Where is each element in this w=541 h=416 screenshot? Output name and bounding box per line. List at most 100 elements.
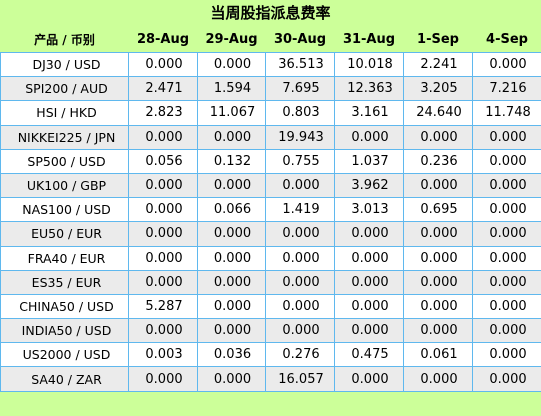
rate-value-cell: 0.000 bbox=[334, 124, 404, 150]
rate-value-cell: 0.132 bbox=[197, 148, 266, 174]
rate-value-cell: 0.000 bbox=[403, 245, 473, 271]
table-body: DJ30 / USD 0.000 0.000 36.513 10.018 2.241 0.0… bbox=[0, 51, 541, 392]
rate-value-cell: 5.287 bbox=[128, 293, 198, 320]
rate-value-cell: 0.000 bbox=[265, 293, 335, 320]
rate-value-cell: 0.000 bbox=[128, 197, 198, 223]
rate-value-cell: 0.000 bbox=[128, 366, 198, 392]
column-header-product: 产品 / 币别 bbox=[0, 27, 129, 53]
rate-value-cell: 0.000 bbox=[197, 293, 266, 320]
rate-value-cell: 0.695 bbox=[403, 197, 473, 223]
rate-value-cell: 0.000 bbox=[472, 197, 541, 223]
rate-value-cell: 7.216 bbox=[472, 76, 541, 102]
product-currency-cell: FRA40 / EUR bbox=[0, 245, 129, 271]
rate-value-cell: 0.236 bbox=[403, 148, 473, 174]
rate-value-cell: 0.000 bbox=[128, 318, 198, 344]
rate-value-cell: 0.755 bbox=[265, 148, 335, 174]
rate-value-cell: 0.000 bbox=[472, 245, 541, 271]
rate-value-cell: 0.000 bbox=[403, 221, 473, 247]
rate-value-cell: 0.000 bbox=[472, 342, 541, 368]
rate-value-cell: 0.000 bbox=[128, 51, 198, 78]
rate-value-cell: 0.000 bbox=[128, 269, 198, 295]
rate-value-cell: 0.000 bbox=[265, 221, 335, 247]
rate-value-cell: 24.640 bbox=[403, 100, 473, 126]
rate-value-cell: 0.000 bbox=[472, 51, 541, 78]
product-currency-cell: ES35 / EUR bbox=[0, 269, 129, 295]
rate-value-cell: 0.276 bbox=[265, 342, 335, 368]
table-row: US2000 / USD 0.003 0.036 0.276 0.475 0.061 0.0… bbox=[0, 342, 541, 368]
product-currency-cell: NIKKEI225 / JPN bbox=[0, 124, 129, 150]
table-title: 当周股指派息费率 bbox=[0, 0, 541, 27]
rate-value-cell: 0.000 bbox=[472, 269, 541, 295]
table-row: INDIA50 / USD 0.000 0.000 0.000 0.000 0.000 0.… bbox=[0, 318, 541, 344]
rate-value-cell: 1.419 bbox=[265, 197, 335, 223]
table-row: NAS100 / USD 0.000 0.066 1.419 3.013 0.695 0.0… bbox=[0, 197, 541, 223]
rate-value-cell: 0.000 bbox=[334, 269, 404, 295]
product-currency-cell: NAS100 / USD bbox=[0, 197, 129, 223]
rate-value-cell: 0.000 bbox=[472, 366, 541, 392]
rate-value-cell: 0.803 bbox=[265, 100, 335, 126]
rate-value-cell: 0.000 bbox=[128, 124, 198, 150]
rate-value-cell: 0.036 bbox=[197, 342, 266, 368]
table-row: EU50 / EUR 0.000 0.000 0.000 0.000 0.000 0.000 bbox=[0, 221, 541, 247]
rate-value-cell: 0.000 bbox=[403, 366, 473, 392]
rate-value-cell: 11.748 bbox=[472, 100, 541, 126]
rate-value-cell: 36.513 bbox=[265, 51, 335, 78]
rate-value-cell: 10.018 bbox=[334, 51, 404, 78]
rate-value-cell: 3.205 bbox=[403, 76, 473, 102]
product-currency-cell: US2000 / USD bbox=[0, 342, 129, 368]
rate-value-cell: 0.000 bbox=[265, 269, 335, 295]
rate-value-cell: 2.241 bbox=[403, 51, 473, 78]
rate-value-cell: 0.000 bbox=[403, 172, 473, 199]
rate-value-cell: 0.000 bbox=[197, 318, 266, 344]
rate-value-cell: 3.962 bbox=[334, 172, 404, 199]
column-header-date: 29-Aug bbox=[197, 27, 266, 53]
rate-value-cell: 0.000 bbox=[472, 318, 541, 344]
rate-value-cell: 0.066 bbox=[197, 197, 266, 223]
rate-value-cell: 3.013 bbox=[334, 197, 404, 223]
column-header-date: 4-Sep bbox=[472, 27, 541, 53]
rate-value-cell: 0.000 bbox=[334, 221, 404, 247]
rate-value-cell: 0.000 bbox=[334, 366, 404, 392]
product-currency-cell: SP500 / USD bbox=[0, 148, 129, 174]
product-currency-cell: SA40 / ZAR bbox=[0, 366, 129, 392]
dividend-rate-table: 产品 / 币别 28-Aug 29-Aug 30-Aug 31-Aug 1-Se… bbox=[0, 27, 541, 392]
rate-value-cell: 16.057 bbox=[265, 366, 335, 392]
rate-value-cell: 0.000 bbox=[265, 318, 335, 344]
rate-value-cell: 0.000 bbox=[403, 293, 473, 320]
table-row: ES35 / EUR 0.000 0.000 0.000 0.000 0.000 0.000 bbox=[0, 269, 541, 295]
column-header-date: 1-Sep bbox=[403, 27, 473, 53]
product-currency-cell: INDIA50 / USD bbox=[0, 318, 129, 344]
column-header-date: 31-Aug bbox=[334, 27, 404, 53]
table-row: CHINA50 / USD 5.287 0.000 0.000 0.000 0.000 0.… bbox=[0, 293, 541, 320]
rate-value-cell: 0.000 bbox=[197, 269, 266, 295]
rate-value-cell: 0.000 bbox=[197, 172, 266, 199]
rate-value-cell: 0.000 bbox=[472, 221, 541, 247]
rate-value-cell: 0.056 bbox=[128, 148, 198, 174]
product-currency-cell: DJ30 / USD bbox=[0, 51, 129, 78]
rate-value-cell: 0.475 bbox=[334, 342, 404, 368]
rate-value-cell: 0.000 bbox=[128, 245, 198, 271]
rate-value-cell: 0.000 bbox=[128, 221, 198, 247]
rate-value-cell: 0.000 bbox=[197, 366, 266, 392]
table-row: FRA40 / EUR 0.000 0.000 0.000 0.000 0.000 0.00… bbox=[0, 245, 541, 271]
column-header-date: 30-Aug bbox=[265, 27, 335, 53]
rate-value-cell: 1.594 bbox=[197, 76, 266, 102]
rate-value-cell: 0.000 bbox=[197, 51, 266, 78]
rate-value-cell: 11.067 bbox=[197, 100, 266, 126]
product-currency-cell: CHINA50 / USD bbox=[0, 293, 129, 320]
rate-value-cell: 0.003 bbox=[128, 342, 198, 368]
rate-value-cell: 0.000 bbox=[472, 124, 541, 150]
rate-value-cell: 7.695 bbox=[265, 76, 335, 102]
product-currency-cell: EU50 / EUR bbox=[0, 221, 129, 247]
rate-value-cell: 2.823 bbox=[128, 100, 198, 126]
rate-value-cell: 19.943 bbox=[265, 124, 335, 150]
rate-value-cell: 0.000 bbox=[128, 172, 198, 199]
product-currency-cell: UK100 / GBP bbox=[0, 172, 129, 199]
rate-value-cell: 3.161 bbox=[334, 100, 404, 126]
product-currency-cell: SPI200 / AUD bbox=[0, 76, 129, 102]
table-row: HSI / HKD 2.823 11.067 0.803 3.161 24.640 11.7… bbox=[0, 100, 541, 126]
rate-value-cell: 0.000 bbox=[472, 293, 541, 320]
rate-value-cell: 0.000 bbox=[265, 172, 335, 199]
rate-value-cell: 2.471 bbox=[128, 76, 198, 102]
